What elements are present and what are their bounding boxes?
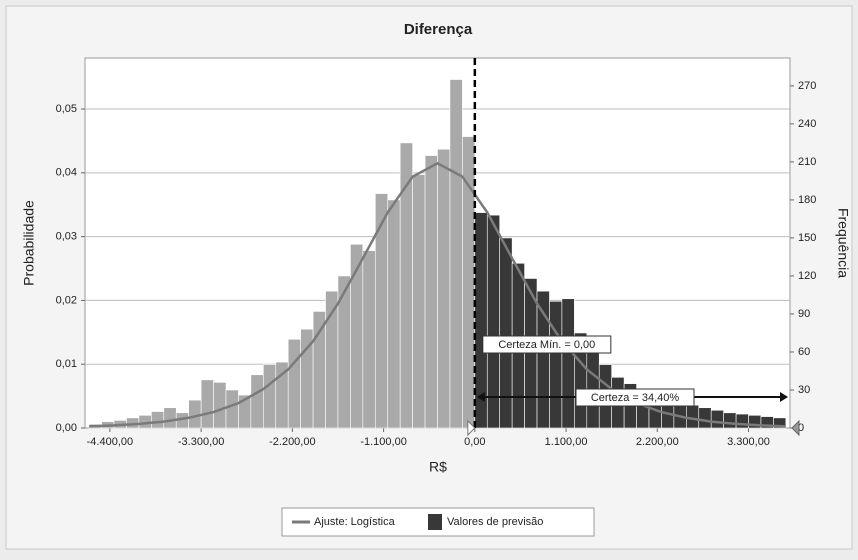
bar: [374, 193, 389, 429]
bar: [710, 409, 724, 429]
y2-axis-label: Frequência: [835, 208, 851, 278]
x-tick-label: -3.300,00: [178, 436, 224, 448]
bar: [200, 379, 214, 429]
x-tick-label: 0,00: [464, 436, 485, 448]
legend-label: Valores de previsão: [447, 516, 543, 528]
bar: [188, 399, 202, 429]
bar: [698, 407, 712, 429]
y2-tick-label: 210: [798, 156, 816, 168]
y2-tick-label: 270: [798, 80, 816, 92]
bar: [412, 174, 426, 429]
y2-tick-label: 0: [798, 422, 804, 434]
x-tick-label: -4.400,00: [87, 436, 133, 448]
annotation: Certeza = 34,40%: [591, 392, 680, 404]
bar: [773, 417, 787, 429]
y-axis-label: Probabilidade: [21, 200, 37, 286]
bar: [287, 339, 301, 429]
bar: [561, 298, 575, 429]
arrow-head: [780, 392, 788, 402]
x-tick-label: 2.200,00: [636, 436, 679, 448]
bar: [723, 412, 737, 429]
legend-label: Ajuste: Logística: [314, 516, 396, 528]
annotation-box: [575, 388, 695, 407]
bar: [499, 237, 513, 429]
annotation-box: [482, 335, 612, 354]
certainty-min-handle: [467, 419, 476, 437]
y2-tick-label: 150: [798, 232, 816, 244]
x-axis-label: R$: [429, 459, 447, 475]
y2-tick-label: 120: [798, 270, 816, 282]
y-tick-label: 0,00: [56, 422, 77, 434]
bar: [151, 411, 165, 429]
bar: [362, 250, 376, 429]
bar: [312, 311, 326, 429]
y-tick-label: 0,04: [56, 167, 77, 179]
bar: [163, 407, 177, 429]
y-tick-label: 0,03: [56, 231, 77, 243]
bar: [225, 389, 239, 429]
x-tick-label: 1.100,00: [545, 436, 588, 448]
bar: [250, 374, 264, 429]
y-tick-label: 0,01: [56, 358, 77, 370]
bar: [735, 413, 749, 429]
x-tick-label: 3.300,00: [727, 436, 770, 448]
y-tick-label: 0,02: [56, 294, 77, 306]
bar: [387, 199, 401, 429]
bar: [213, 382, 227, 429]
legend-swatch: [428, 514, 442, 530]
y2-tick-label: 90: [798, 308, 810, 320]
x-tick-label: -1.100,00: [360, 436, 406, 448]
bar: [549, 300, 563, 429]
arrow-head: [476, 392, 485, 402]
fit-line: [89, 161, 786, 428]
y2-tick-label: 240: [798, 118, 816, 130]
y2-tick-label: 60: [798, 346, 810, 358]
chart-title: Diferença: [404, 21, 473, 38]
y-tick-label: 0,05: [56, 103, 77, 115]
bar: [686, 404, 700, 429]
y2-tick-label: 180: [798, 194, 816, 206]
annotation: Certeza Mín. = 0,00: [498, 339, 595, 351]
x-tick-label: -2.200,00: [269, 436, 315, 448]
y2-tick-label: 30: [798, 384, 810, 396]
bar: [263, 364, 277, 429]
certainty-max-handle: [791, 419, 800, 437]
bar: [449, 79, 463, 429]
bar: [424, 155, 438, 429]
bar: [437, 148, 451, 429]
